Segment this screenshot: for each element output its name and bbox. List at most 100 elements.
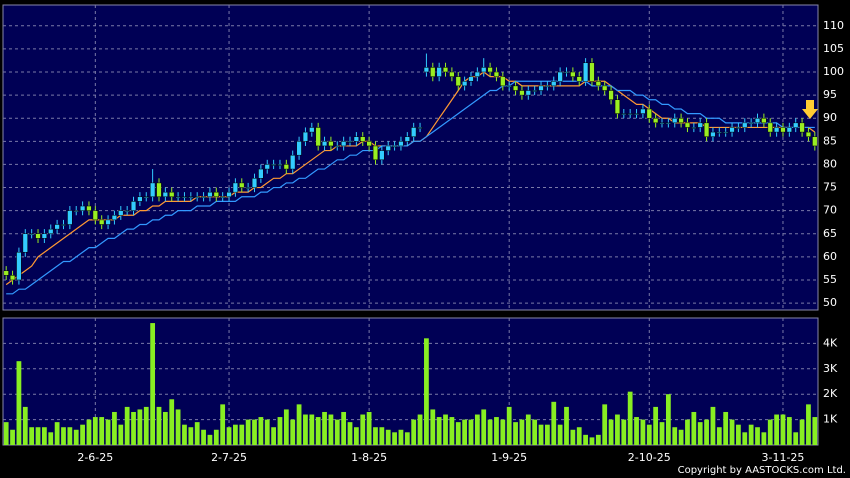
candle-body — [468, 76, 474, 82]
candle-body — [207, 191, 213, 198]
volume-bar — [277, 417, 283, 445]
volume-bar — [182, 424, 187, 445]
volume-bar — [786, 417, 792, 445]
candle-body — [398, 141, 404, 147]
candle-body — [621, 113, 627, 115]
candle-body — [474, 71, 480, 77]
volume-bar — [392, 432, 397, 445]
volume-bar — [411, 419, 417, 445]
volume-bar — [532, 419, 538, 445]
price-panel — [2, 4, 819, 311]
candle-body — [723, 131, 729, 134]
candle-body — [793, 122, 799, 128]
y-tick-label: 95 — [823, 88, 837, 101]
volume-bar — [233, 424, 238, 445]
candle-body — [143, 196, 149, 199]
candle-body — [672, 117, 678, 124]
volume-bar — [264, 419, 270, 445]
volume-bar — [602, 404, 608, 445]
candle-body — [334, 145, 340, 148]
y-tick-label: 90 — [823, 111, 837, 124]
candle-body — [9, 275, 16, 281]
volume-bar — [653, 406, 659, 445]
volume-bar — [99, 417, 105, 445]
candle-body — [455, 76, 461, 87]
candle-body — [105, 219, 111, 225]
candle-body — [423, 67, 430, 73]
volume-bar — [341, 411, 347, 445]
candle-body — [181, 196, 188, 199]
candle-body — [449, 71, 455, 77]
volume-bar — [86, 419, 92, 445]
volume-bar — [258, 417, 264, 445]
candle-body — [582, 62, 589, 82]
volume-bar — [627, 391, 633, 445]
candle-body — [748, 122, 754, 125]
y-tick-label: 3K — [823, 362, 838, 375]
volume-bar — [201, 429, 206, 445]
volume-bar — [774, 414, 780, 445]
volume-bar — [557, 424, 563, 445]
volume-bar — [640, 419, 646, 445]
moving-average-line — [6, 80, 815, 295]
volume-bar — [697, 422, 703, 445]
candle-body — [519, 90, 525, 96]
volume-bar — [213, 429, 219, 445]
x-tick-label: 2-6-25 — [77, 451, 113, 464]
candle-body — [302, 131, 309, 142]
volume-bar — [22, 406, 28, 445]
volume-bar — [595, 434, 601, 445]
candle-body — [124, 210, 130, 212]
volume-bar — [462, 419, 468, 445]
candle-body — [551, 81, 557, 87]
volume-bar — [67, 427, 73, 445]
volume-bar — [468, 419, 474, 445]
volume-bar — [283, 409, 289, 445]
y-tick-label: 85 — [823, 134, 837, 147]
candle-body — [595, 81, 601, 87]
y-tick-label: 65 — [823, 227, 837, 240]
candle-body — [385, 145, 391, 151]
volume-bar — [150, 323, 156, 445]
volume-bar — [137, 409, 143, 445]
volume-bar — [10, 429, 15, 445]
volume-bar — [678, 429, 684, 445]
candle-body — [137, 196, 143, 202]
arrow-marker — [802, 100, 818, 119]
volume-bar — [513, 422, 518, 445]
candle-body — [481, 67, 487, 73]
candle-body — [118, 210, 124, 216]
volume-bar — [608, 419, 614, 445]
x-tick-label: 1-8-25 — [351, 451, 387, 464]
volume-bar — [226, 427, 232, 445]
candle-body — [277, 164, 283, 166]
candle-body — [220, 196, 226, 199]
volume-bar — [430, 409, 436, 445]
candle-body — [729, 127, 735, 133]
volume-bar — [353, 427, 359, 445]
candle-body — [328, 141, 334, 147]
volume-bar — [61, 427, 66, 445]
y-tick-label: 60 — [823, 250, 837, 263]
candle-body — [245, 187, 251, 189]
candle-body — [213, 191, 219, 198]
candle-body — [188, 196, 194, 199]
volume-bar — [245, 419, 251, 445]
volume-bar — [716, 427, 722, 445]
candle-body — [391, 145, 398, 148]
volume-bar — [35, 427, 41, 445]
candle-body — [92, 210, 98, 221]
volume-bar — [271, 427, 276, 445]
volume-bar — [659, 422, 665, 445]
volume-bar — [124, 406, 130, 445]
candle-body — [780, 127, 786, 133]
volume-bar — [474, 414, 480, 445]
candle-body — [200, 196, 207, 199]
candle-body — [703, 122, 710, 137]
candle-body — [99, 219, 105, 225]
candle-body — [67, 210, 73, 225]
candle-body — [130, 201, 137, 211]
volume-bar — [519, 419, 525, 445]
candle-body — [538, 85, 544, 91]
volume-bar — [239, 424, 245, 445]
